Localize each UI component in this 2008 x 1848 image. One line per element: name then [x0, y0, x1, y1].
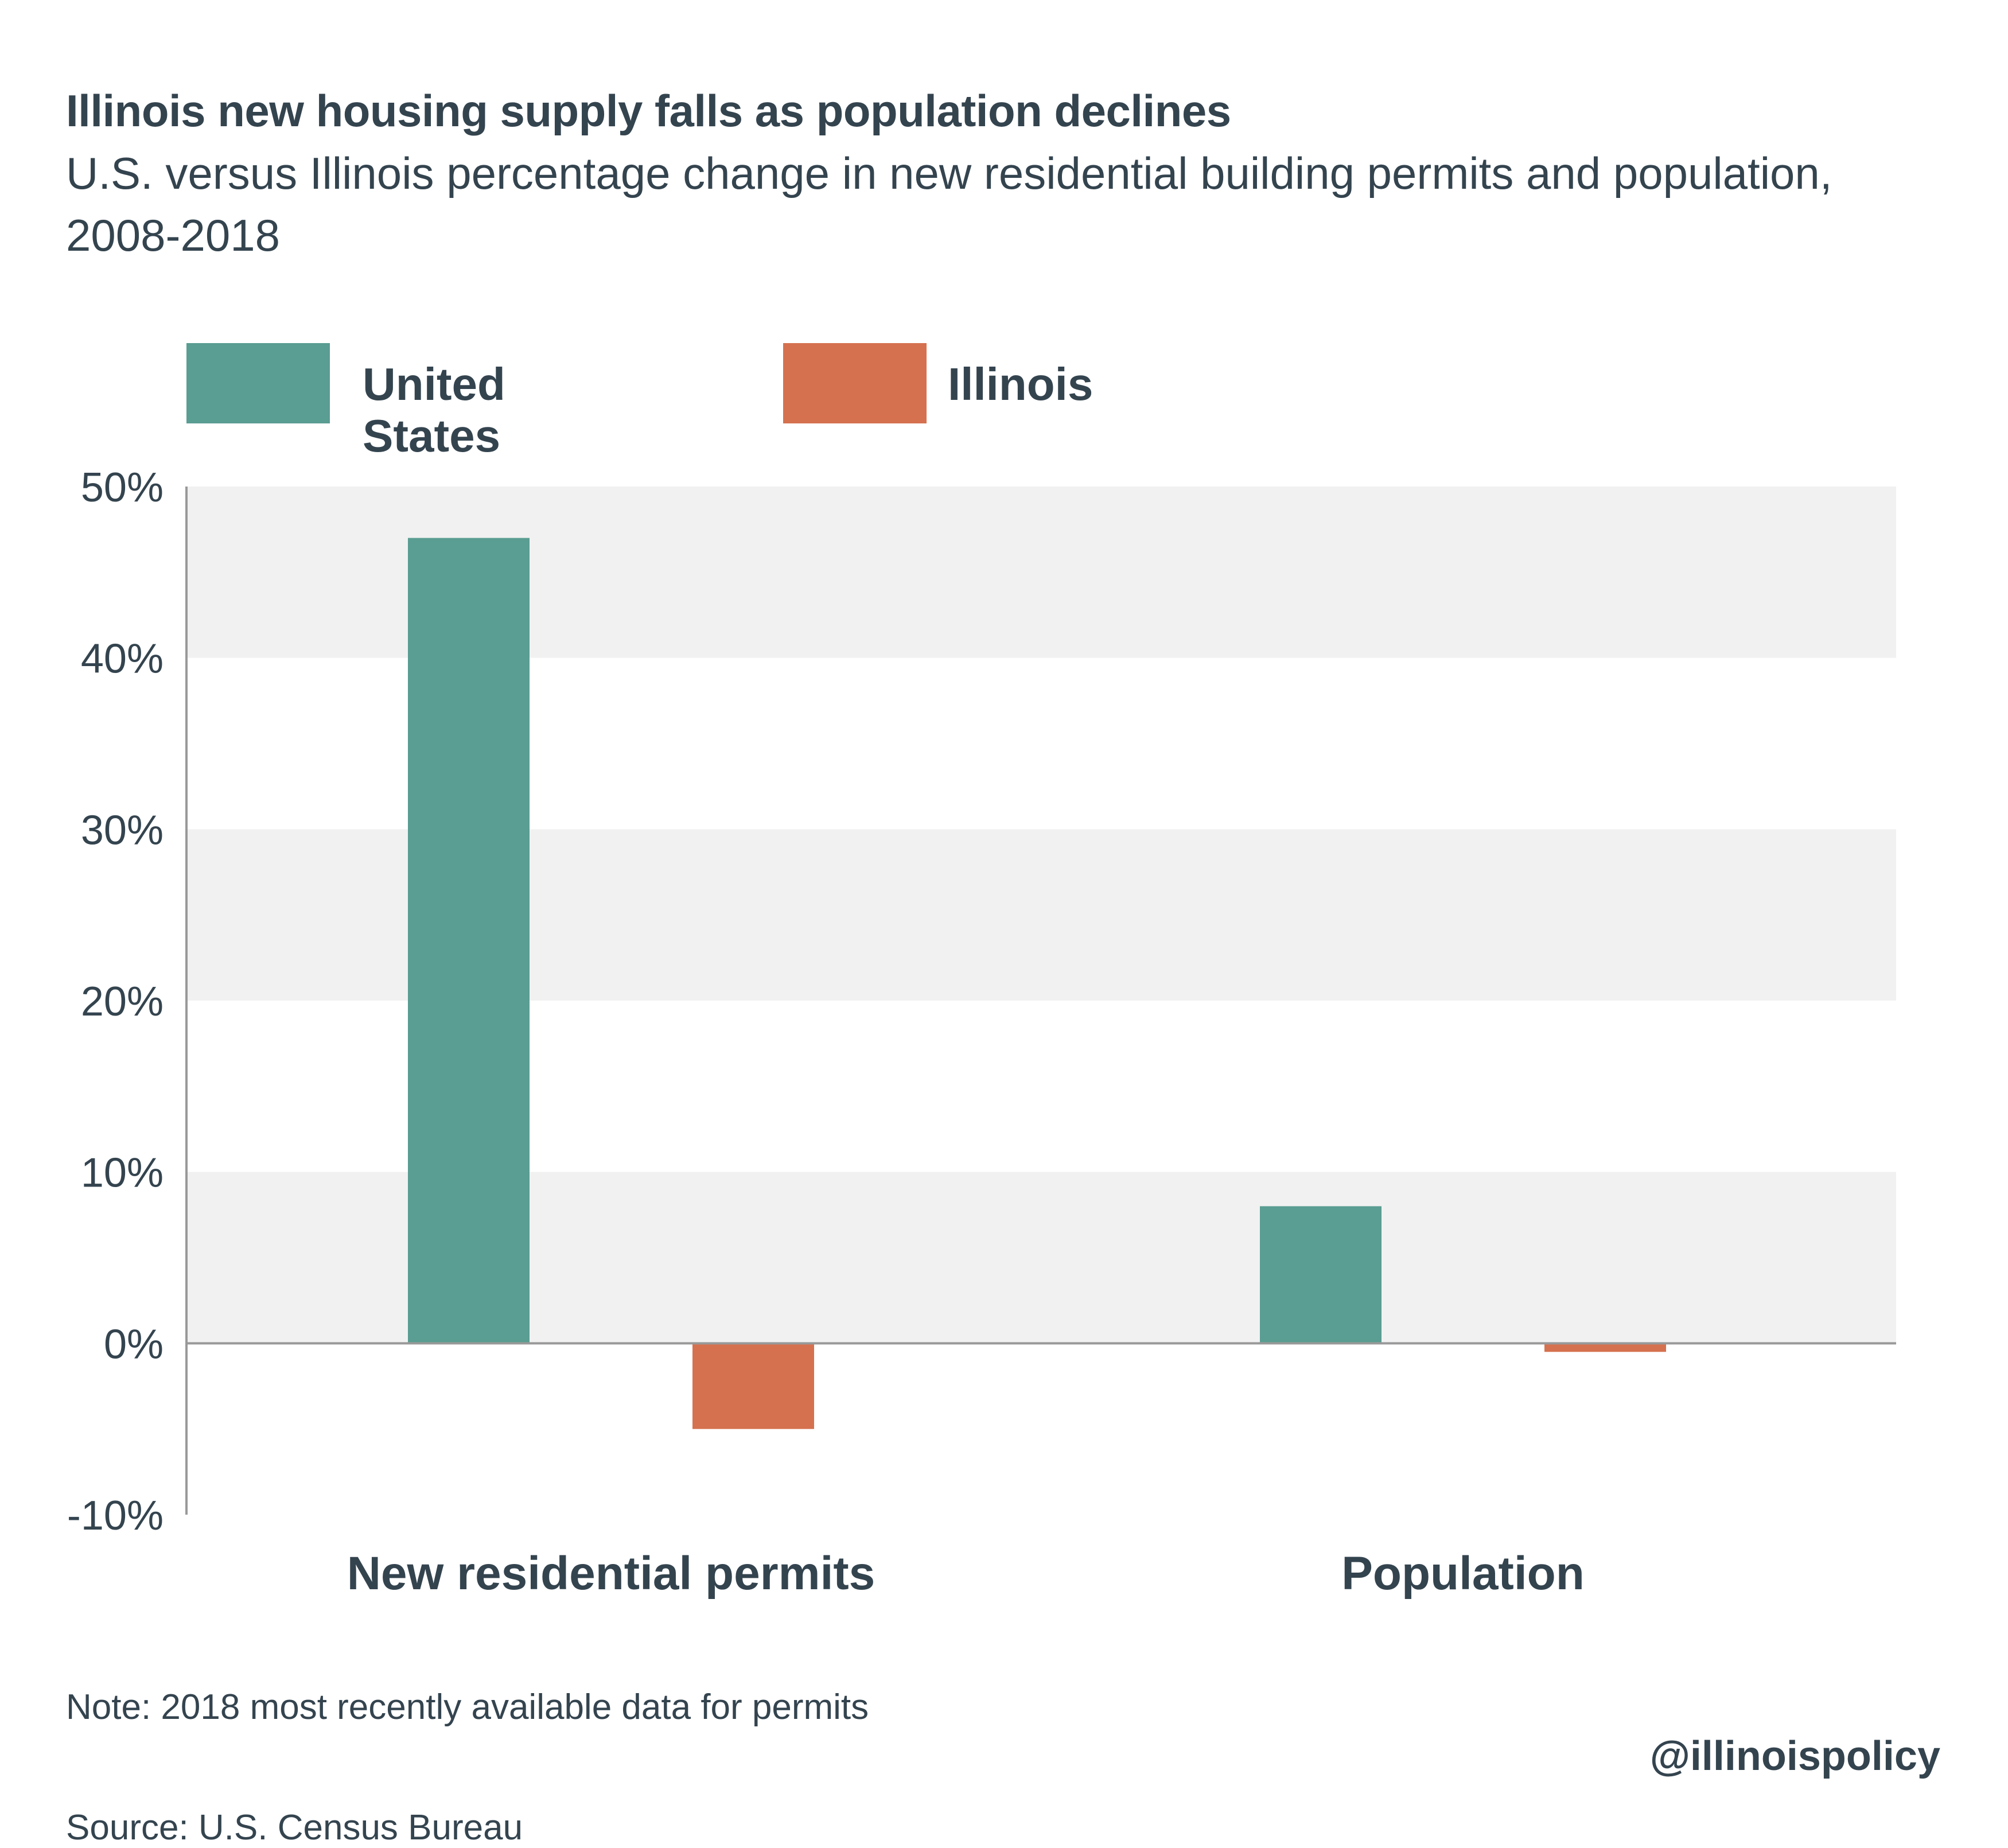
- y-tick-label: 20%: [81, 979, 164, 1025]
- y-tick-label: 0%: [104, 1321, 164, 1367]
- legend-swatch-illinois: [783, 343, 927, 423]
- brand-handle: @illinoispolicy: [1649, 1733, 1940, 1779]
- bar-united-states-0: [408, 538, 530, 1344]
- x-category-label: Population: [1341, 1547, 1585, 1600]
- legend-label-united-states: United States: [363, 359, 505, 461]
- bar-united-states-1: [1260, 1206, 1382, 1344]
- note-text: Note: 2018 most recently available data …: [66, 1687, 869, 1727]
- y-tick-label: 40%: [81, 636, 164, 682]
- source-text: Source: U.S. Census Bureau: [66, 1808, 523, 1847]
- legend-swatch-united-states: [186, 343, 330, 423]
- legend-label-illinois: Illinois: [948, 359, 1093, 410]
- chart-title: Illinois new housing supply falls as pop…: [66, 85, 1231, 136]
- y-tick-label: 30%: [81, 807, 164, 853]
- y-tick-label: -10%: [67, 1493, 164, 1539]
- chart-subtitle: U.S. versus Illinois percentage change i…: [66, 148, 1832, 260]
- y-tick-label: 10%: [81, 1150, 164, 1196]
- x-category-label: New residential permits: [347, 1547, 875, 1600]
- bar-illinois-0: [692, 1343, 814, 1429]
- bar-illinois-1: [1544, 1343, 1666, 1352]
- y-tick-label: 50%: [81, 465, 164, 511]
